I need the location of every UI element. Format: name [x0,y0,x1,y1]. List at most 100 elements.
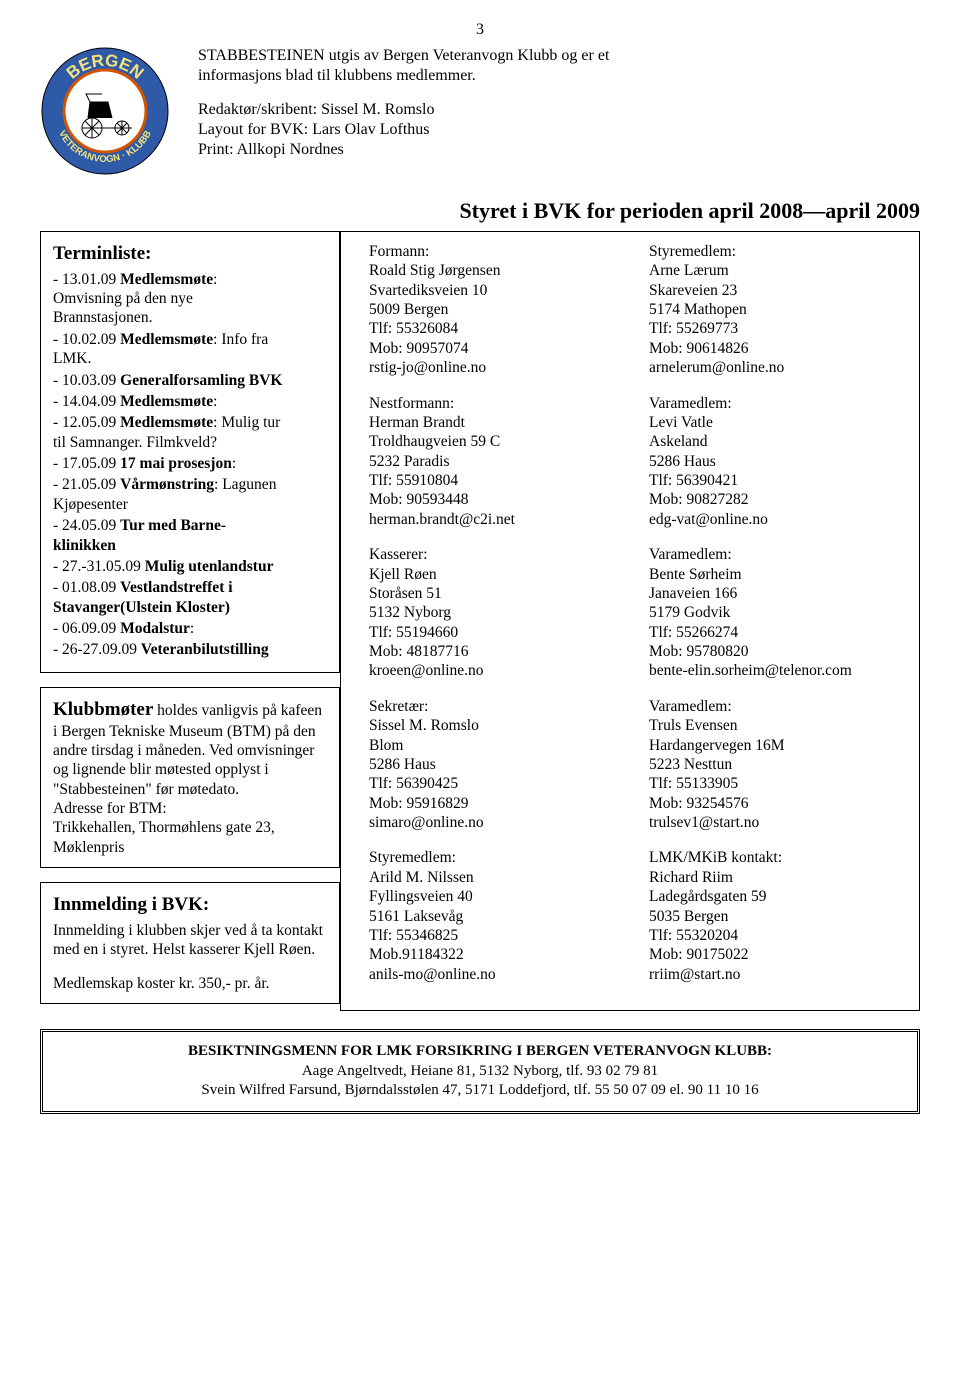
contact-role: Sekretær: [369,697,605,716]
contact-block: Kasserer:Kjell RøenStoråsen 515132 Nybor… [369,545,605,681]
contact-block: Varamedlem:Truls EvensenHardangervegen 1… [649,697,895,833]
contact-name: Arild M. Nilssen [369,868,605,887]
contact-addr2: 5223 Nesttun [649,755,895,774]
terminliste-heading: Terminliste: [53,242,327,266]
contact-addr1: Fyllingsveien 40 [369,887,605,906]
contact-tlf: Tlf: 55133905 [649,774,895,793]
membership-fee: Medlemskap koster kr. 350,- pr. år. [53,974,327,993]
main-columns: Terminliste: - 13.01.09 Medlemsmøte:Omvi… [40,231,920,1011]
footer-box: BESIKTNINGSMENN FOR LMK FORSIKRING I BER… [40,1029,920,1114]
terminliste-item: - 26-27.09.09 Veteranbilutstilling [53,640,327,659]
contact-block: Styremedlem:Arild M. NilssenFyllingsveie… [369,848,605,984]
contact-name: Sissel M. Romslo [369,716,605,735]
contact-addr2: 5009 Bergen [369,300,605,319]
contact-addr1: Svartediksveien 10 [369,281,605,300]
contact-mob: Mob: 90957074 [369,339,605,358]
contact-role: Kasserer: [369,545,605,564]
contact-email: kroeen@online.no [369,661,605,680]
contact-role: Styremedlem: [649,242,895,261]
contact-role: LMK/MKiB kontakt: [649,848,895,867]
terminliste-box: Terminliste: - 13.01.09 Medlemsmøte:Omvi… [40,231,340,673]
btm-address-line: Trikkehallen, Thormøhlens gate 23, [53,818,327,837]
intro-line: STABBESTEINEN utgis av Bergen Veteranvog… [198,47,609,64]
contact-tlf: Tlf: 55266274 [649,623,895,642]
footer-heading: BESIKTNINGSMENN FOR LMK FORSIKRING I BER… [57,1042,903,1062]
left-column: Terminliste: - 13.01.09 Medlemsmøte:Omvi… [40,231,340,1011]
contact-email: anils-mo@online.no [369,965,605,984]
terminliste-item: - 10.02.09 Medlemsmøte: Info fraLMK. [53,330,327,369]
contact-name: Levi Vatle [649,413,895,432]
contact-email: herman.brandt@c2i.net [369,510,605,529]
contact-addr1: Blom [369,736,605,755]
contact-block: LMK/MKiB kontakt:Richard RiimLadegårdsga… [649,848,895,984]
contact-addr2: 5161 Laksevåg [369,907,605,926]
contact-tlf: Tlf: 55326084 [369,319,605,338]
terminliste-item: - 21.05.09 Vårmønstring: LagunenKjøpesen… [53,475,327,514]
contact-role: Styremedlem: [369,848,605,867]
btm-address-line: Møklenpris [53,838,327,857]
contact-tlf: Tlf: 55320204 [649,926,895,945]
contact-tlf: Tlf: 56390421 [649,471,895,490]
header-row: BERGEN VETERANVOGN · KLUBB STABBESTEINEN… [40,46,920,181]
contact-mob: Mob: 90827282 [649,490,895,509]
footer-line: Aage Angeltvedt, Heiane 81, 5132 Nyborg,… [57,1062,903,1082]
klubbmoter-box: Klubbmøter holdes vanligvis på kafeen i … [40,687,340,868]
contact-role: Varamedlem: [649,545,895,564]
contact-name: Richard Riim [649,868,895,887]
intro-line: Redaktør/skribent: Sissel M. Romslo [198,101,434,118]
contact-email: simaro@online.no [369,813,605,832]
contact-mob: Mob: 93254576 [649,794,895,813]
contact-name: Arne Lærum [649,261,895,280]
contact-addr1: Skareveien 23 [649,281,895,300]
contact-role: Formann: [369,242,605,261]
terminliste-item: - 27.-31.05.09 Mulig utenlandstur [53,557,327,576]
contact-name: Truls Evensen [649,716,895,735]
intro-line: Print: Allkopi Nordnes [198,141,344,158]
contact-tlf: Tlf: 56390425 [369,774,605,793]
logo-cell: BERGEN VETERANVOGN · KLUBB [40,46,180,181]
contact-addr2: 5132 Nyborg [369,603,605,622]
contact-mob: Mob: 95780820 [649,642,895,661]
contact-email: rstig-jo@online.no [369,358,605,377]
contact-block: Sekretær:Sissel M. RomsloBlom5286 HausTl… [369,697,605,833]
contact-role: Varamedlem: [649,697,895,716]
contact-mob: Mob: 48187716 [369,642,605,661]
contact-mob: Mob: 90614826 [649,339,895,358]
contact-addr2: 5174 Mathopen [649,300,895,319]
contact-mob: Mob: 90593448 [369,490,605,509]
footer-line: Svein Wilfred Farsund, Bjørndalsstølen 4… [57,1081,903,1101]
contact-name: Roald Stig Jørgensen [369,261,605,280]
contact-tlf: Tlf: 55346825 [369,926,605,945]
contact-addr2: 5286 Haus [369,755,605,774]
board-contacts-box: Formann:Roald Stig JørgensenSvartediksve… [340,231,920,1011]
contact-addr1: Ladegårdsgaten 59 [649,887,895,906]
klubbmoter-heading: Klubbmøter [53,699,153,720]
contact-tlf: Tlf: 55194660 [369,623,605,642]
contact-addr1: Askeland [649,432,895,451]
contact-addr2: 5232 Paradis [369,452,605,471]
intro-line: Layout for BVK: Lars Olav Lofthus [198,121,430,138]
contact-name: Herman Brandt [369,413,605,432]
terminliste-item: - 01.08.09 Vestlandstreffet iStavanger(U… [53,578,327,617]
club-logo: BERGEN VETERANVOGN · KLUBB [40,46,170,176]
terminliste-item: - 24.05.09 Tur med Barne-klinikken [53,516,327,555]
contact-block: Styremedlem:Arne LærumSkareveien 235174 … [649,242,895,378]
contact-name: Kjell Røen [369,565,605,584]
contact-tlf: Tlf: 55269773 [649,319,895,338]
terminliste-item: - 14.04.09 Medlemsmøte: [53,392,327,411]
contact-addr1: Hardangervegen 16M [649,736,895,755]
contacts-left-col: Formann:Roald Stig JørgensenSvartediksve… [355,242,615,1000]
contact-addr1: Janaveien 166 [649,584,895,603]
contact-addr2: 5179 Godvik [649,603,895,622]
contact-email: edg-vat@online.no [649,510,895,529]
btm-address-label: Adresse for BTM: [53,799,327,818]
contact-email: bente-elin.sorheim@telenor.com [649,661,895,680]
contact-name: Bente Sørheim [649,565,895,584]
board-heading: Styret i BVK for perioden april 2008—apr… [40,197,920,225]
contact-addr1: Troldhaugveien 59 C [369,432,605,451]
terminliste-list: - 13.01.09 Medlemsmøte:Omvisning på den … [53,270,327,660]
terminliste-item: - 17.05.09 17 mai prosesjon: [53,454,327,473]
contact-addr2: 5286 Haus [649,452,895,471]
contact-role: Nestformann: [369,394,605,413]
contact-email: arnelerum@online.no [649,358,895,377]
